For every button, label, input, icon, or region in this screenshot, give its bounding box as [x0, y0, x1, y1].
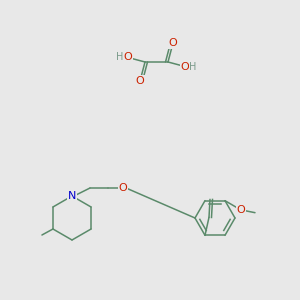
Text: O: O: [169, 38, 177, 48]
Text: H: H: [189, 62, 197, 72]
Text: H: H: [116, 52, 124, 62]
Text: O: O: [181, 62, 189, 72]
Text: O: O: [124, 52, 132, 62]
Text: O: O: [237, 205, 245, 215]
Text: N: N: [68, 191, 76, 201]
Text: O: O: [136, 76, 144, 86]
Text: O: O: [118, 183, 127, 193]
